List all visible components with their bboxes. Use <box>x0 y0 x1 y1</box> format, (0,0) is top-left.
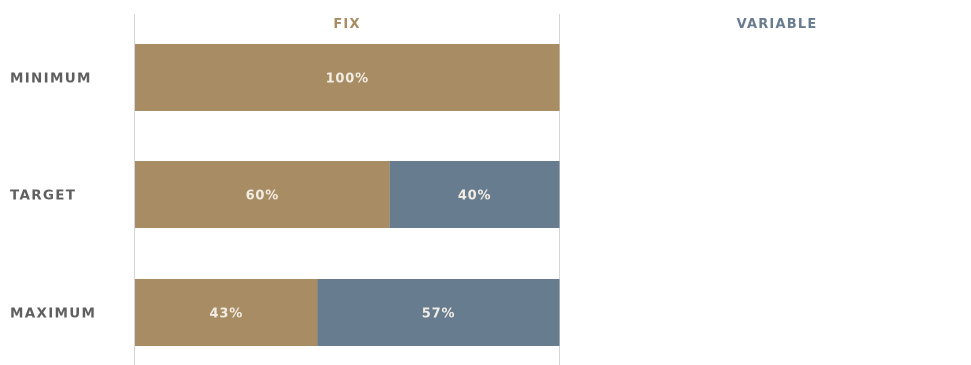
row-label-minimum: MINIMUM <box>10 71 92 87</box>
bar-label-fix-minimum: 100% <box>326 72 369 87</box>
column-header-fix: FIX <box>333 17 360 32</box>
row-label-target: TARGET <box>10 188 76 204</box>
bar-fix-maximum <box>135 279 318 346</box>
bar-variable-maximum <box>317 279 560 346</box>
bar-fix-minimum <box>135 44 560 111</box>
bar-label-fix-maximum: 43% <box>210 307 244 322</box>
bar-label-variable-maximum: 57% <box>422 307 456 322</box>
bar-variable-target <box>389 161 560 228</box>
bar-label-variable-target: 40% <box>458 189 492 204</box>
labels-layer: FIX VARIABLE MINIMUM 100% TARGET 60% 40% MAXIMU… <box>10 17 818 322</box>
column-header-variable: VARIABLE <box>737 17 818 32</box>
row-label-maximum: MAXIMUM <box>10 306 96 322</box>
bar-label-fix-target: 60% <box>246 189 280 204</box>
bars-layer <box>135 44 560 346</box>
bar-fix-target <box>135 161 390 228</box>
